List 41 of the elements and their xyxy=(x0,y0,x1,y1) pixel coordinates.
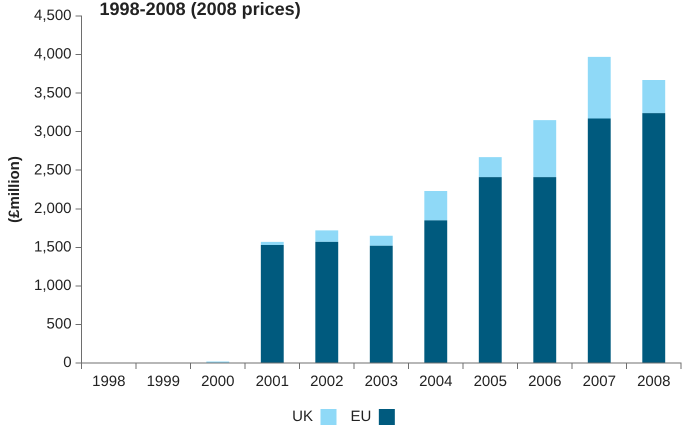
x-tick-label: 2006 xyxy=(528,373,562,390)
bar xyxy=(588,56,611,119)
x-tick-label: 2001 xyxy=(256,373,289,390)
y-tick-label: 1,000 xyxy=(34,277,72,294)
bar xyxy=(533,120,556,178)
bar xyxy=(588,118,611,362)
x-tick-label: 2004 xyxy=(419,373,452,390)
bar xyxy=(533,177,556,362)
bar xyxy=(260,245,284,362)
bar xyxy=(260,242,284,246)
bar xyxy=(642,113,666,362)
y-tick-label: 500 xyxy=(46,316,72,333)
x-tick-label: 1999 xyxy=(146,373,180,390)
legend-label: EU xyxy=(350,408,372,426)
bar xyxy=(424,220,448,362)
y-tick-label: 3,500 xyxy=(34,84,72,102)
y-tick-label: 2,000 xyxy=(34,200,72,217)
x-tick-label: 2007 xyxy=(582,373,616,390)
bar xyxy=(642,80,666,114)
y-axis-title: (£million) xyxy=(6,156,24,223)
y-tick-label: 2,500 xyxy=(34,161,72,178)
y-tick-label: 0 xyxy=(63,354,72,372)
bar xyxy=(370,236,393,246)
bar xyxy=(370,246,393,362)
y-tick-label: 4,500 xyxy=(34,7,72,24)
x-tick-label: 2000 xyxy=(201,373,234,390)
x-tick-label: 1998 xyxy=(92,373,126,390)
bar xyxy=(424,191,448,220)
bar xyxy=(315,242,338,362)
y-tick-label: 4,000 xyxy=(34,46,72,63)
bar xyxy=(478,157,502,178)
x-tick-label: 2002 xyxy=(310,373,344,390)
x-tick-label: 2005 xyxy=(474,373,507,390)
x-tick-label: 2003 xyxy=(364,373,398,390)
bar xyxy=(315,230,338,242)
legend-label: UK xyxy=(292,408,313,426)
y-tick-label: 3,000 xyxy=(34,122,72,140)
y-tick-label: 1,500 xyxy=(34,238,72,256)
bar xyxy=(478,177,502,362)
x-tick-label: 2008 xyxy=(637,373,670,390)
chart-title: 1998-2008 (2008 prices) xyxy=(100,0,301,19)
